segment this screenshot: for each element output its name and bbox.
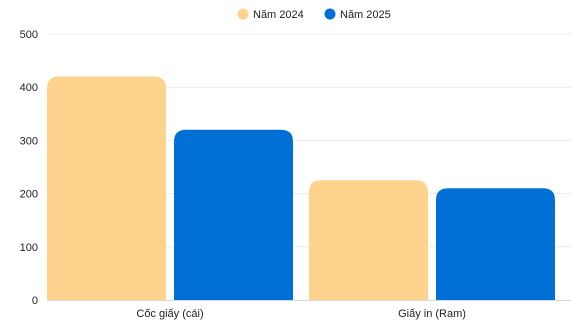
x-category-label: Giấy in (Ram) — [398, 308, 466, 320]
legend-label: Năm 2024 — [253, 9, 304, 21]
bar-series1-0 — [47, 76, 166, 300]
legend-label: Năm 2025 — [340, 9, 391, 21]
y-tick-label: 100 — [20, 242, 38, 254]
bar-series2-1 — [436, 188, 555, 300]
bar-series1-1 — [309, 180, 428, 300]
x-category-label: Cốc giấy (cái) — [136, 308, 203, 320]
legend-swatch — [237, 8, 249, 20]
y-tick-label: 500 — [20, 29, 38, 41]
bars — [47, 76, 555, 300]
y-tick-label: 400 — [20, 82, 38, 94]
x-axis-labels: Cốc giấy (cái) Giấy in (Ram) — [136, 308, 466, 320]
legend-swatch — [324, 8, 336, 20]
y-axis-ticks: 0 100 200 300 400 500 — [20, 29, 38, 307]
legend: Năm 2024 Năm 2025 — [237, 8, 391, 21]
y-tick-label: 0 — [32, 295, 38, 307]
y-tick-label: 300 — [20, 135, 38, 147]
y-tick-label: 200 — [20, 189, 38, 201]
bar-series2-0 — [174, 129, 293, 300]
